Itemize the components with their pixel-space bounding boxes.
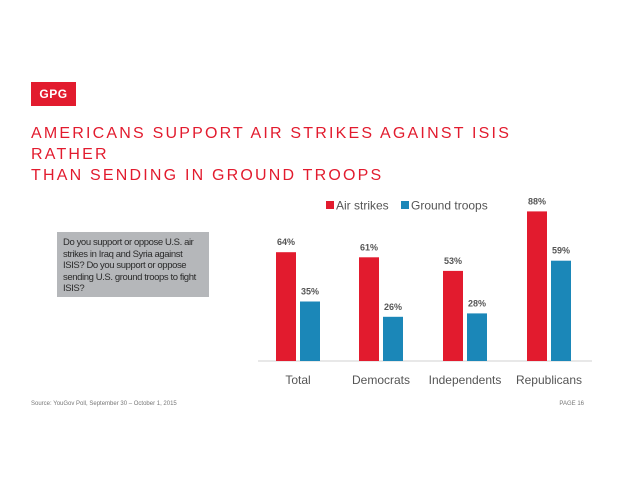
bar-ground-troops-democrats [383,316,403,361]
source-note: Source: YouGov Poll, September 30 – Octo… [31,401,177,407]
page-title: AMERICANS SUPPORT AIR STRIKES AGAINST IS… [31,123,591,186]
category-label-total: Total [285,373,310,387]
gpg-logo: GPG [31,82,76,106]
data-label-air-strikes-republicans: 88% [528,196,546,206]
legend-swatch-ground-troops [401,201,409,209]
category-label-republicans: Republicans [516,373,582,387]
data-label-ground-troops-republicans: 59% [552,246,570,256]
bar-ground-troops-total [300,301,320,361]
title-line-1: AMERICANS SUPPORT AIR STRIKES AGAINST IS… [31,125,512,163]
legend-swatch-air-strikes [326,201,334,209]
legend-label-air-strikes: Air strikes [336,199,389,213]
question-box: Do you support or oppose U.S. air strike… [57,232,209,297]
bar-ground-troops-republicans [551,260,571,361]
data-label-ground-troops-independents: 28% [468,298,486,308]
data-label-ground-troops-total: 35% [301,287,319,297]
category-label-independents: Independents [429,373,502,387]
data-label-air-strikes-democrats: 61% [360,242,378,252]
bar-air-strikes-republicans [527,211,547,361]
data-label-air-strikes-independents: 53% [444,256,462,266]
title-line-2: THAN SENDING IN GROUND TROOPS [31,167,384,184]
category-label-democrats: Democrats [352,373,410,387]
page-number: PAGE 16 [559,401,584,407]
legend-label-ground-troops: Ground troops [411,199,488,213]
bar-ground-troops-independents [467,313,487,361]
bar-air-strikes-total [276,252,296,361]
bar-air-strikes-democrats [359,257,379,361]
data-label-air-strikes-total: 64% [277,237,295,247]
bar-air-strikes-independents [443,270,463,361]
data-label-ground-troops-democrats: 26% [384,302,402,312]
